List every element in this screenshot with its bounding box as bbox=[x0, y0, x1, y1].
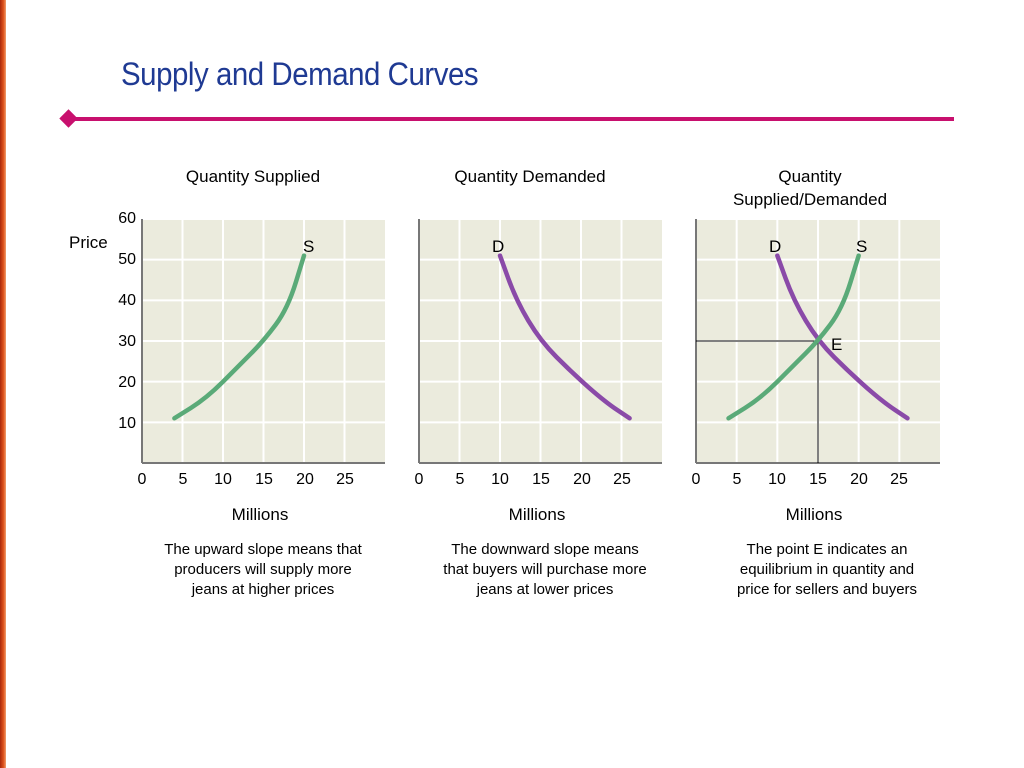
demand-curve bbox=[497, 253, 632, 421]
panel-title-combined-line2: Supplied/Demanded bbox=[732, 190, 888, 209]
x-tick-label: 25 bbox=[613, 471, 631, 488]
y-tick-label: 10 bbox=[118, 415, 136, 432]
supply-caption: The upward slope means that producers wi… bbox=[138, 540, 388, 600]
x-tick-label: 15 bbox=[532, 471, 550, 488]
y-tick-label: 20 bbox=[118, 374, 136, 391]
demand-chart bbox=[418, 218, 662, 464]
x-tick-label: 0 bbox=[414, 471, 424, 488]
panel-title-combined: Quantity Supplied/Demanded bbox=[700, 165, 920, 211]
demand-curve bbox=[775, 253, 910, 421]
y-tick-label: 30 bbox=[118, 333, 136, 350]
x-tick-label: 5 bbox=[455, 471, 465, 488]
caption-line: jeans at higher prices bbox=[191, 581, 335, 598]
caption-line: that buyers will purchase more bbox=[443, 561, 647, 578]
caption-line: The point E indicates an bbox=[746, 541, 908, 558]
x-tick-label: 20 bbox=[573, 471, 591, 488]
y-tick-label: 50 bbox=[118, 251, 136, 268]
panel-title-demand: Quantity Demanded bbox=[454, 167, 606, 186]
slide-title: Supply and Demand Curves bbox=[121, 56, 479, 92]
x-tick-label: 10 bbox=[214, 471, 232, 488]
x-tick-label: 0 bbox=[137, 471, 147, 488]
equilibrium-chart bbox=[695, 218, 940, 464]
combined-supply-curve-label: S bbox=[856, 237, 868, 256]
x-axis-label-millions: Millions bbox=[231, 505, 289, 524]
equilibrium-caption: The point E indicates an equilibrium in … bbox=[702, 540, 952, 600]
supply-curve bbox=[726, 253, 861, 421]
x-tick-label: 0 bbox=[691, 471, 701, 488]
caption-line: producers will supply more bbox=[174, 561, 352, 578]
slide-left-edge-bar bbox=[0, 0, 6, 768]
demand-curve-label: D bbox=[492, 237, 505, 256]
x-axis-label-millions: Millions bbox=[508, 505, 566, 524]
x-tick-label: 25 bbox=[890, 471, 908, 488]
caption-line: price for sellers and buyers bbox=[736, 581, 918, 598]
caption-line: jeans at lower prices bbox=[476, 581, 614, 598]
caption-line: The downward slope means bbox=[451, 541, 639, 558]
supply-chart bbox=[141, 218, 385, 464]
y-axis-label-price: Price bbox=[69, 233, 108, 252]
x-tick-label: 5 bbox=[178, 471, 188, 488]
x-tick-label: 20 bbox=[850, 471, 868, 488]
x-tick-label: 20 bbox=[296, 471, 314, 488]
panel-title-combined-line1: Quantity bbox=[778, 167, 842, 186]
x-tick-label: 25 bbox=[336, 471, 354, 488]
equilibrium-point-label: E bbox=[831, 335, 843, 354]
x-tick-label: 10 bbox=[491, 471, 509, 488]
y-tick-label: 60 bbox=[118, 210, 136, 227]
x-tick-label: 15 bbox=[809, 471, 827, 488]
supply-curve bbox=[172, 253, 307, 421]
x-tick-label: 15 bbox=[255, 471, 273, 488]
title-underline-rule bbox=[72, 117, 954, 121]
y-tick-label: 40 bbox=[118, 292, 136, 309]
supply-curve-label: S bbox=[303, 237, 315, 256]
combined-demand-curve-label: D bbox=[769, 237, 782, 256]
panel-title-supply: Quantity Supplied bbox=[185, 167, 321, 186]
x-axis-label-millions: Millions bbox=[785, 505, 843, 524]
x-tick-label: 5 bbox=[732, 471, 742, 488]
demand-caption: The downward slope means that buyers wil… bbox=[420, 540, 670, 600]
caption-line: equilibrium in quantity and bbox=[739, 561, 915, 578]
x-tick-label: 10 bbox=[768, 471, 786, 488]
caption-line: The upward slope means that bbox=[164, 541, 362, 558]
